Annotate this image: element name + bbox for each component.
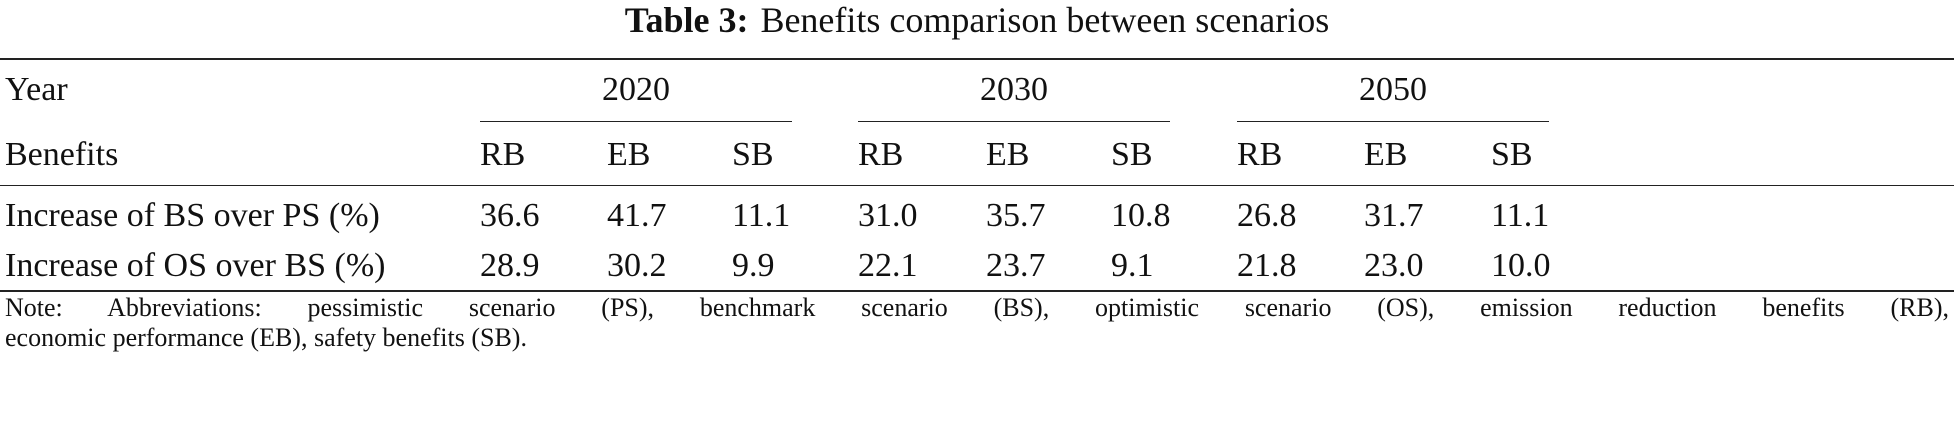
group-header: 2030 [980, 71, 1048, 108]
column-header: EB [986, 136, 1030, 173]
cell: 36.6 [480, 197, 540, 234]
year-label: Year [5, 71, 68, 108]
cell: 22.1 [858, 247, 918, 284]
caption-label: Table 3: [624, 0, 749, 40]
bottom-rule [0, 290, 1954, 292]
row-label: Increase of OS over BS (%) [5, 247, 386, 284]
note-line: Note: Abbreviations: pessimistic scenari… [5, 293, 1949, 322]
group-rule [858, 121, 1170, 122]
cell: 11.1 [732, 197, 791, 234]
column-header: RB [858, 136, 904, 173]
cell: 28.9 [480, 247, 540, 284]
column-header: EB [1364, 136, 1408, 173]
mid-rule [0, 185, 1954, 186]
cell: 31.7 [1364, 197, 1424, 234]
benefits-label: Benefits [5, 136, 119, 173]
column-header: SB [1111, 136, 1153, 173]
group-rule [1237, 121, 1549, 122]
cell: 10.8 [1111, 197, 1171, 234]
cell: 23.0 [1364, 247, 1424, 284]
cell: 21.8 [1237, 247, 1297, 284]
caption-text: Benefits comparison between scenarios [760, 0, 1330, 40]
column-header: RB [480, 136, 526, 173]
cell: 23.7 [986, 247, 1046, 284]
row-label: Increase of BS over PS (%) [5, 197, 380, 234]
column-header: RB [1237, 136, 1283, 173]
group-header: 2020 [602, 71, 670, 108]
column-header: SB [732, 136, 774, 173]
cell: 35.7 [986, 197, 1046, 234]
table-caption: Table 3: Benefits comparison between scen… [0, 0, 1954, 40]
cell: 31.0 [858, 197, 918, 234]
cell: 11.1 [1491, 197, 1550, 234]
cell: 9.1 [1111, 247, 1154, 284]
cell: 30.2 [607, 247, 667, 284]
group-header: 2050 [1359, 71, 1427, 108]
cell: 10.0 [1491, 247, 1551, 284]
group-rule [480, 121, 792, 122]
cell: 26.8 [1237, 197, 1297, 234]
top-rule [0, 58, 1954, 60]
note-line: economic performance (EB), safety benefi… [5, 323, 527, 352]
column-header: SB [1491, 136, 1533, 173]
cell: 41.7 [607, 197, 667, 234]
cell: 9.9 [732, 247, 775, 284]
column-header: EB [607, 136, 651, 173]
